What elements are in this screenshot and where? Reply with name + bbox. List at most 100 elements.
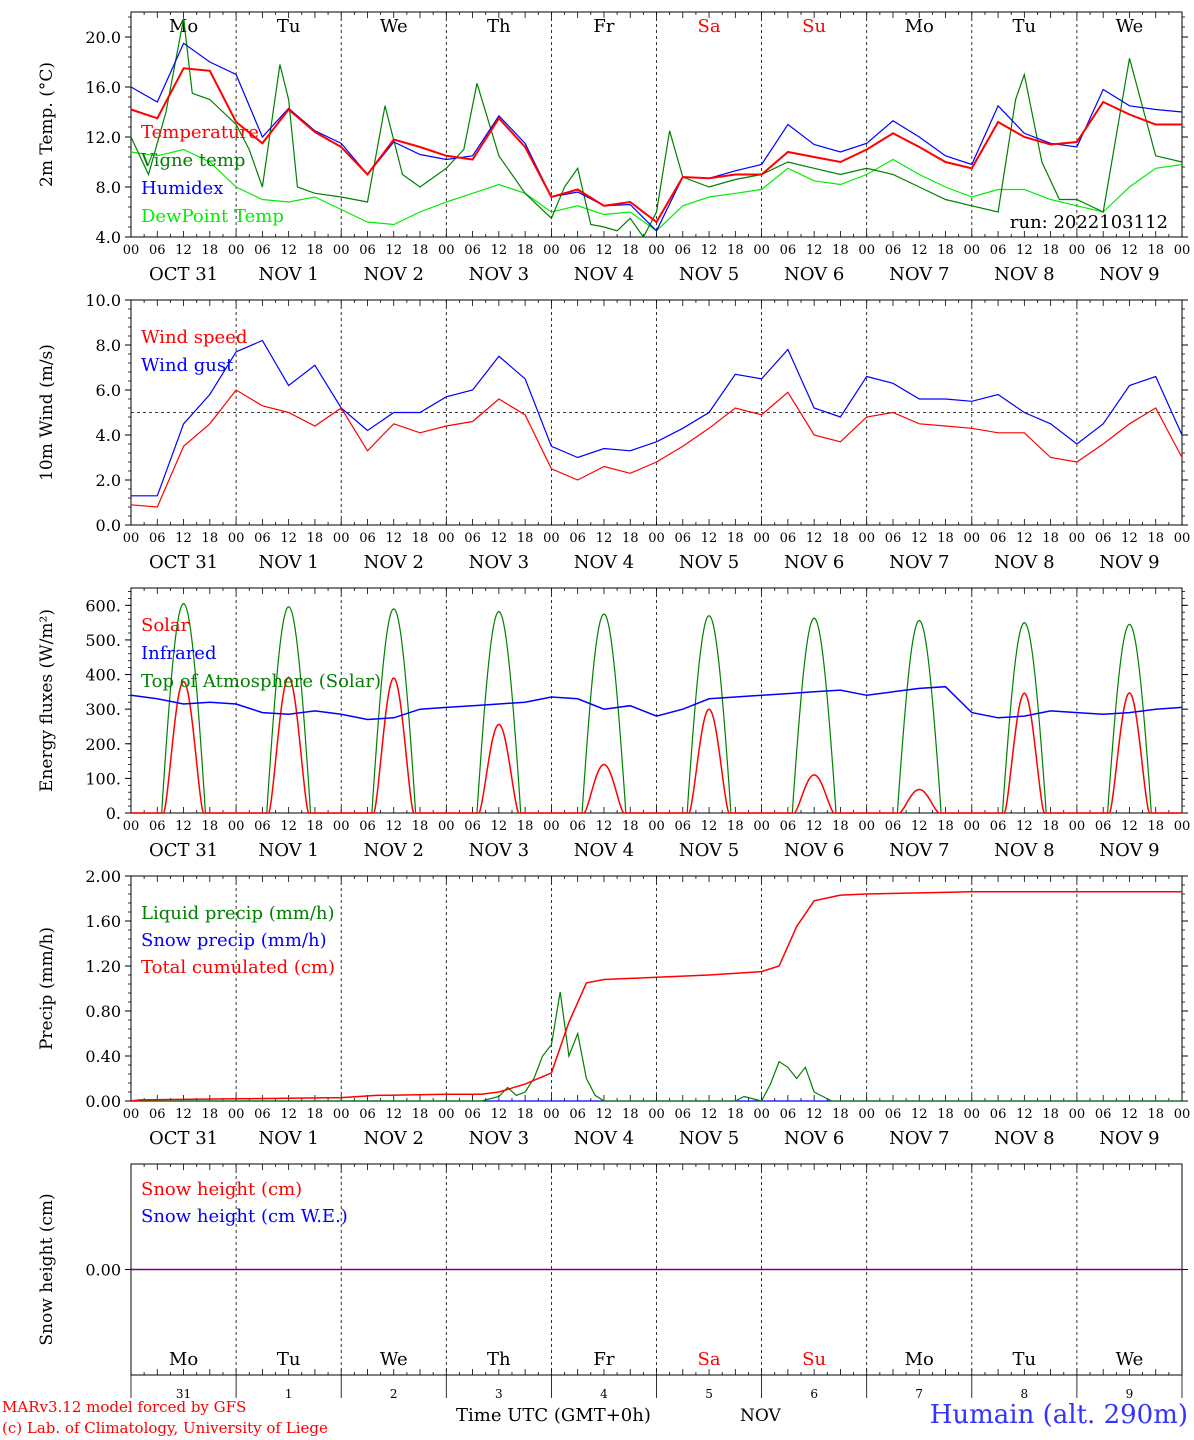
- hour-label: 18: [202, 243, 219, 258]
- hour-label: 18: [412, 819, 429, 834]
- hour-label: 12: [280, 243, 297, 258]
- day-number: 8: [1021, 1387, 1029, 1401]
- legend-vigne-temp: Vigne temp: [140, 150, 245, 171]
- hour-label: 06: [254, 819, 271, 834]
- solar-day: [446, 723, 552, 814]
- day-name: We: [380, 1349, 408, 1370]
- hour-label: 18: [202, 1107, 219, 1122]
- date-label: NOV 5: [679, 1128, 739, 1149]
- hour-label: 12: [1121, 243, 1138, 258]
- infrared-line: [130, 685, 1183, 721]
- hour-label: 06: [885, 243, 902, 258]
- date-label: OCT 31: [149, 552, 218, 573]
- y-tick-label: 300.: [85, 700, 121, 719]
- total-cumulated-line: [130, 891, 1182, 1102]
- legend-liquid-precip-mm-h: Liquid precip (mm/h): [141, 903, 335, 924]
- date-label: NOV 7: [889, 840, 949, 861]
- solar-day: [236, 676, 342, 814]
- date-label: OCT 31: [149, 264, 218, 285]
- hour-label: 06: [359, 819, 376, 834]
- hour-label: 18: [937, 531, 954, 546]
- hour-label: 18: [727, 1107, 744, 1122]
- hour-label: 12: [911, 819, 928, 834]
- toa-solar-day: [341, 608, 447, 814]
- hour-label: 06: [780, 243, 797, 258]
- day-name: Tu: [277, 16, 301, 37]
- date-label: NOV 3: [469, 552, 529, 573]
- date-label: NOV 6: [784, 840, 844, 861]
- hour-label: 18: [832, 243, 849, 258]
- hour-label: 18: [727, 531, 744, 546]
- y-axis-label: Precip (mm/h): [37, 927, 57, 1050]
- hour-label: 18: [937, 1107, 954, 1122]
- plot-frame: [130, 587, 1183, 814]
- hour-label: 06: [149, 531, 166, 546]
- day-name: Th: [487, 1349, 511, 1370]
- date-label: NOV 2: [364, 552, 424, 573]
- date-label: NOV 9: [1099, 552, 1159, 573]
- hour-label: 06: [780, 531, 797, 546]
- y-tick-label: 4.0: [96, 426, 121, 445]
- hour-label: 06: [464, 243, 481, 258]
- date-label: OCT 31: [149, 1128, 218, 1149]
- hour-label: 00: [123, 819, 140, 834]
- hour-label: 12: [1016, 531, 1033, 546]
- hour-label: 00: [228, 531, 245, 546]
- hour-label: 12: [175, 243, 192, 258]
- hour-label: 12: [596, 531, 613, 546]
- series-line: [131, 339, 1183, 497]
- date-label: NOV 5: [679, 264, 739, 285]
- hour-label: 18: [202, 531, 219, 546]
- legend-humidex: Humidex: [141, 178, 223, 199]
- hour-label: 06: [254, 1107, 271, 1122]
- date-label: NOV 2: [364, 264, 424, 285]
- date-label: NOV 3: [469, 1128, 529, 1149]
- hour-label: 18: [307, 531, 324, 546]
- hour-label: 12: [280, 531, 297, 546]
- date-label: NOV 7: [889, 552, 949, 573]
- solar-day: [761, 774, 867, 814]
- y-tick-label: 12.0: [85, 128, 121, 147]
- day-name: We: [1116, 1349, 1144, 1370]
- y-tick-label: 0.0: [96, 516, 121, 535]
- y-axis-label: 10m Wind (m/s): [37, 344, 57, 481]
- date-label: NOV 9: [1099, 1128, 1159, 1149]
- panel-4: 0.00 0.40 0.80 1.20 1.60 2.00 Precip (mm/h) 00 0…: [37, 867, 1190, 1149]
- hour-label: 06: [359, 243, 376, 258]
- toa-solar-day: [656, 615, 762, 814]
- hour-label: 00: [858, 819, 875, 834]
- day-name: Tu: [1013, 16, 1037, 37]
- date-label: NOV 8: [994, 1128, 1054, 1149]
- hour-label: 12: [175, 1107, 192, 1122]
- series-line: [130, 389, 1183, 508]
- hour-label: 12: [596, 243, 613, 258]
- hour-label: 12: [1121, 819, 1138, 834]
- panel-1: 4.0 8.0 12.0 16.0 20.0 2m Temp. (°C) 00 06 12 18 0…: [37, 11, 1190, 285]
- date-label: NOV 2: [364, 1128, 424, 1149]
- hour-label: 18: [1042, 819, 1059, 834]
- hour-label: 00: [543, 819, 560, 834]
- date-label: NOV 6: [784, 1128, 844, 1149]
- hour-label: 18: [727, 243, 744, 258]
- hour-label: 06: [254, 531, 271, 546]
- date-label: NOV 4: [574, 1128, 634, 1149]
- hour-label: 18: [622, 819, 639, 834]
- hour-label: 12: [911, 531, 928, 546]
- hour-label: 12: [701, 1107, 718, 1122]
- hour-label: 06: [359, 1107, 376, 1122]
- hour-label: 00: [1174, 1107, 1191, 1122]
- hour-label: 18: [1147, 819, 1164, 834]
- date-label: NOV 1: [258, 840, 318, 861]
- hour-label: 12: [596, 1107, 613, 1122]
- hour-label: 12: [385, 243, 402, 258]
- hour-label: 06: [885, 819, 902, 834]
- day-number: 3: [495, 1387, 503, 1401]
- date-label: NOV 2: [364, 840, 424, 861]
- hour-label: 12: [1016, 1107, 1033, 1122]
- day-name: Fr: [593, 1349, 614, 1370]
- hour-label: 12: [1016, 243, 1033, 258]
- hour-label: 00: [753, 531, 770, 546]
- hour-label: 18: [307, 819, 324, 834]
- model-credit: MARv3.12 model forced by GFS: [2, 1398, 247, 1416]
- hour-label: 06: [464, 819, 481, 834]
